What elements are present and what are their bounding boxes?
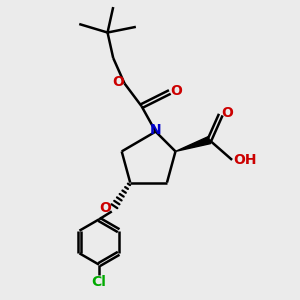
Text: O: O (100, 201, 112, 215)
Text: OH: OH (233, 153, 256, 167)
Text: Cl: Cl (92, 275, 106, 289)
Polygon shape (176, 136, 211, 152)
Text: O: O (112, 75, 124, 89)
Text: N: N (149, 123, 161, 137)
Text: O: O (170, 84, 182, 98)
Text: O: O (221, 106, 233, 120)
